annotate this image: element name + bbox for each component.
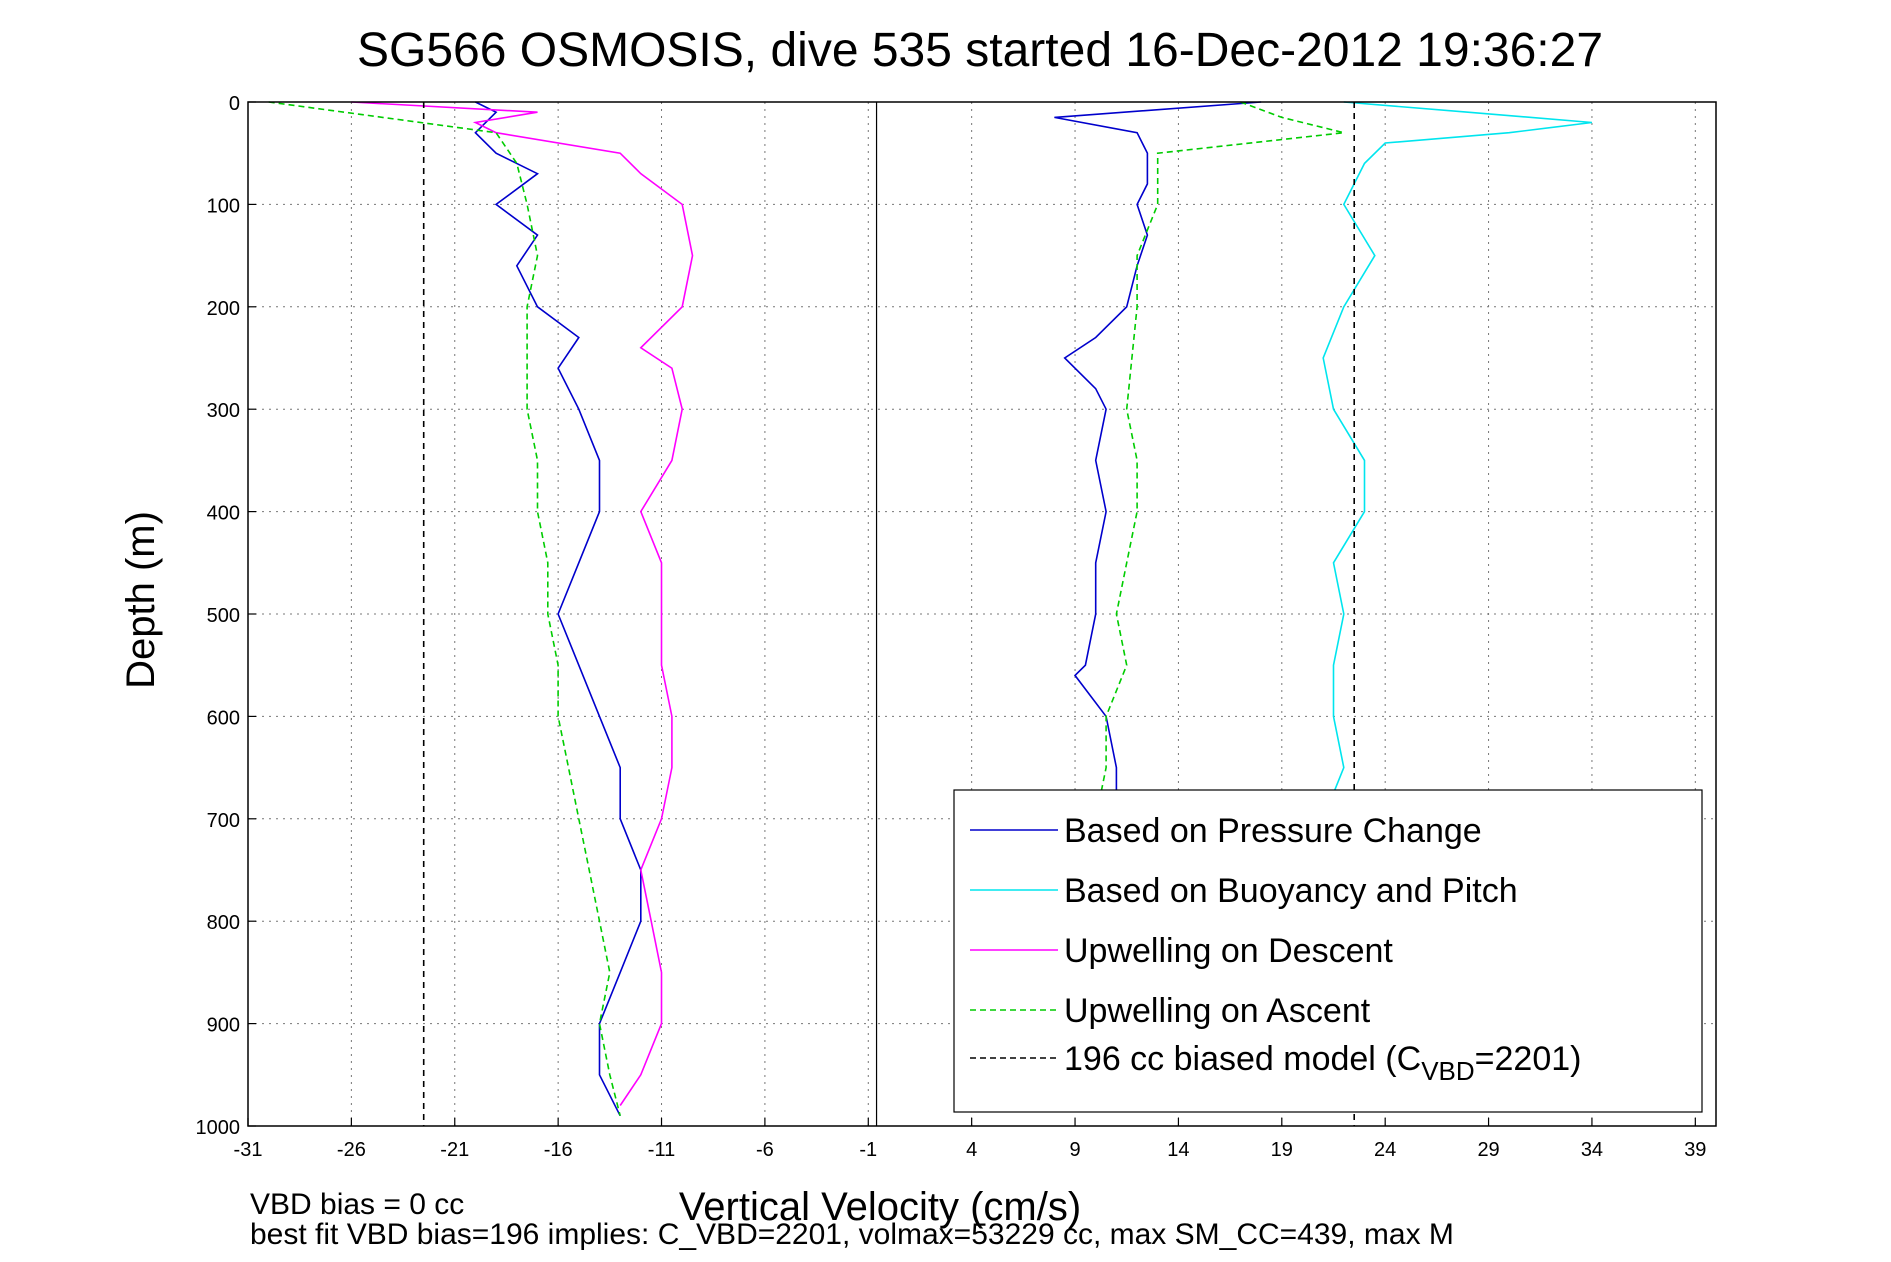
y-tick-label: 900 bbox=[207, 1015, 240, 1037]
series-line-3 bbox=[1322, 101, 1592, 820]
legend-entry-label: Upwelling on Descent bbox=[1064, 932, 1393, 970]
legend-entry-label: Based on Buoyancy and Pitch bbox=[1064, 872, 1518, 910]
legend-label-subscript: VBD bbox=[1421, 1056, 1474, 1086]
x-tick-label: 9 bbox=[1069, 1139, 1080, 1161]
x-tick-label: -26 bbox=[337, 1139, 366, 1161]
series-line-4 bbox=[351, 101, 694, 1106]
y-tick-label: 800 bbox=[207, 912, 240, 934]
y-tick-label: 400 bbox=[207, 503, 240, 525]
x-tick-label: 4 bbox=[966, 1139, 977, 1161]
x-tick-label: -1 bbox=[859, 1139, 877, 1161]
x-tick-label: -11 bbox=[648, 1139, 675, 1161]
series-line-2 bbox=[1054, 101, 1262, 819]
legend-box bbox=[953, 789, 1703, 1113]
legend-entry-label: Upwelling on Ascent bbox=[1064, 992, 1371, 1030]
legend: Based on Pressure Change Based on Buoyanc… bbox=[953, 789, 1703, 1113]
y-tick-label: 600 bbox=[207, 707, 240, 729]
x-tick-label: -21 bbox=[440, 1139, 469, 1161]
footer-line-1: VBD bias = 0 cc bbox=[250, 1188, 464, 1221]
y-tick-label: 500 bbox=[207, 605, 240, 627]
legend-entry-label: 196 cc biased model (CVBD=2201) bbox=[1064, 1040, 1581, 1086]
x-tick-label: -6 bbox=[756, 1139, 774, 1161]
y-tick-label: 1000 bbox=[196, 1117, 241, 1139]
footer-line-2: best fit VBD bias=196 implies: C_VBD=220… bbox=[250, 1218, 1454, 1251]
x-tick-label: -16 bbox=[544, 1139, 573, 1161]
y-axis-label: Depth (m) bbox=[119, 511, 163, 689]
x-tick-label: 39 bbox=[1684, 1139, 1706, 1161]
y-tick-label: 0 bbox=[229, 93, 240, 115]
legend-label-prefix: 196 cc biased model (C bbox=[1064, 1040, 1421, 1078]
x-axis-label: Vertical Velocity (cm/s) bbox=[679, 1185, 1081, 1229]
series-line-1 bbox=[474, 101, 642, 1117]
x-tick-label: 19 bbox=[1271, 1139, 1293, 1161]
legend-label-suffix: =2201) bbox=[1475, 1040, 1582, 1078]
series-line-6 bbox=[1094, 101, 1344, 819]
y-tick-label: 700 bbox=[207, 810, 240, 832]
series-line-5 bbox=[268, 101, 621, 1116]
chart-title: SG566 OSMOSIS, dive 535 started 16-Dec-2… bbox=[357, 24, 1603, 77]
x-tick-label: 14 bbox=[1167, 1139, 1189, 1161]
x-tick-label: 24 bbox=[1374, 1139, 1396, 1161]
y-tick-label: 300 bbox=[207, 400, 240, 422]
y-tick-label: 200 bbox=[207, 298, 240, 320]
series-group bbox=[268, 101, 1592, 1126]
x-tick-label: 34 bbox=[1581, 1139, 1603, 1161]
x-tick-label: -31 bbox=[234, 1139, 263, 1161]
legend-entry-label: Based on Pressure Change bbox=[1064, 812, 1482, 850]
tick-group: -31 -26 -21 -16 -11 -6 -1 4 9 14 19 24 29 34 39 0 100 200… bbox=[196, 93, 1707, 1161]
x-tick-label: 29 bbox=[1477, 1139, 1499, 1161]
y-tick-label: 100 bbox=[207, 195, 240, 217]
